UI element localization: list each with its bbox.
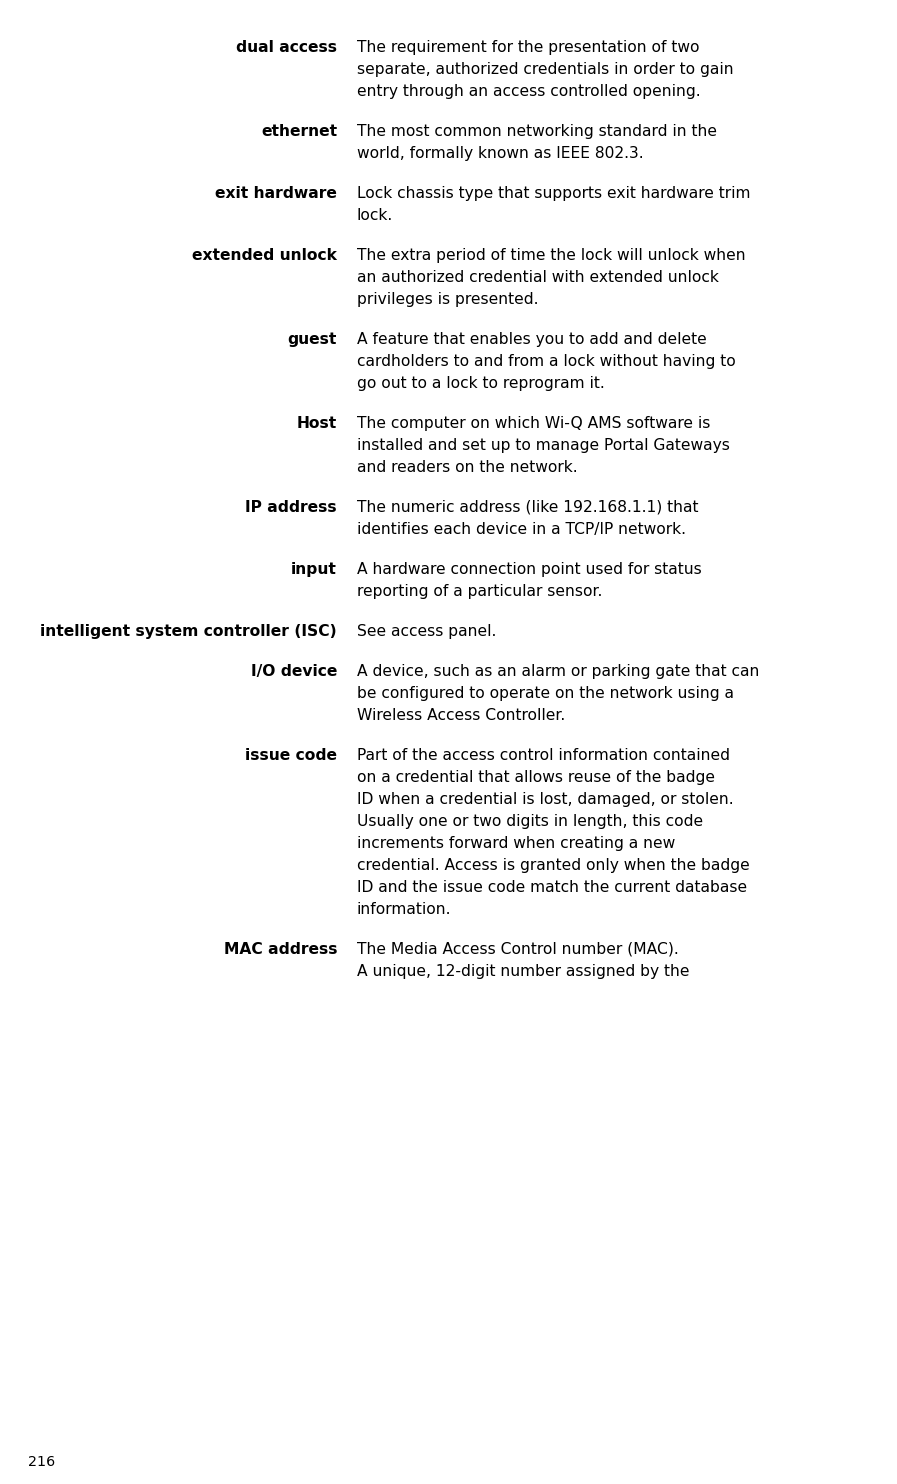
Text: exit hardware: exit hardware bbox=[215, 186, 337, 200]
Text: increments forward when creating a new: increments forward when creating a new bbox=[357, 835, 675, 850]
Text: and readers on the network.: and readers on the network. bbox=[357, 460, 578, 475]
Text: Host: Host bbox=[297, 416, 337, 430]
Text: I/O device: I/O device bbox=[250, 663, 337, 680]
Text: MAC address: MAC address bbox=[223, 942, 337, 957]
Text: lock.: lock. bbox=[357, 208, 393, 223]
Text: go out to a lock to reprogram it.: go out to a lock to reprogram it. bbox=[357, 375, 605, 390]
Text: identifies each device in a TCP/IP network.: identifies each device in a TCP/IP netwo… bbox=[357, 522, 686, 537]
Text: extended unlock: extended unlock bbox=[192, 248, 337, 263]
Text: intelligent system controller (ISC): intelligent system controller (ISC) bbox=[40, 623, 337, 640]
Text: be configured to operate on the network using a: be configured to operate on the network … bbox=[357, 686, 734, 700]
Text: A feature that enables you to add and delete: A feature that enables you to add and de… bbox=[357, 332, 707, 347]
Text: ID and the issue code match the current database: ID and the issue code match the current … bbox=[357, 880, 747, 895]
Text: credential. Access is granted only when the badge: credential. Access is granted only when … bbox=[357, 858, 750, 873]
Text: 216: 216 bbox=[28, 1454, 55, 1469]
Text: The most common networking standard in the: The most common networking standard in t… bbox=[357, 125, 717, 139]
Text: The Media Access Control number (MAC).: The Media Access Control number (MAC). bbox=[357, 942, 679, 957]
Text: ethernet: ethernet bbox=[261, 125, 337, 139]
Text: separate, authorized credentials in order to gain: separate, authorized credentials in orde… bbox=[357, 62, 734, 77]
Text: entry through an access controlled opening.: entry through an access controlled openi… bbox=[357, 85, 701, 99]
Text: information.: information. bbox=[357, 902, 451, 917]
Text: A device, such as an alarm or parking gate that can: A device, such as an alarm or parking ga… bbox=[357, 663, 760, 680]
Text: reporting of a particular sensor.: reporting of a particular sensor. bbox=[357, 585, 603, 600]
Text: The numeric address (like 192.168.1.1) that: The numeric address (like 192.168.1.1) t… bbox=[357, 500, 699, 515]
Text: The extra period of time the lock will unlock when: The extra period of time the lock will u… bbox=[357, 248, 745, 263]
Text: The computer on which Wi-Q AMS software is: The computer on which Wi-Q AMS software … bbox=[357, 416, 710, 430]
Text: Lock chassis type that supports exit hardware trim: Lock chassis type that supports exit har… bbox=[357, 186, 751, 200]
Text: privileges is presented.: privileges is presented. bbox=[357, 292, 538, 307]
Text: IP address: IP address bbox=[246, 500, 337, 515]
Text: ID when a credential is lost, damaged, or stolen.: ID when a credential is lost, damaged, o… bbox=[357, 792, 734, 807]
Text: world, formally known as IEEE 802.3.: world, formally known as IEEE 802.3. bbox=[357, 145, 644, 160]
Text: issue code: issue code bbox=[245, 748, 337, 763]
Text: The requirement for the presentation of two: The requirement for the presentation of … bbox=[357, 40, 700, 55]
Text: dual access: dual access bbox=[236, 40, 337, 55]
Text: Wireless Access Controller.: Wireless Access Controller. bbox=[357, 708, 565, 723]
Text: cardholders to and from a lock without having to: cardholders to and from a lock without h… bbox=[357, 355, 736, 370]
Text: See access panel.: See access panel. bbox=[357, 623, 496, 640]
Text: installed and set up to manage Portal Gateways: installed and set up to manage Portal Ga… bbox=[357, 438, 730, 453]
Text: A unique, 12-digit number assigned by the: A unique, 12-digit number assigned by th… bbox=[357, 965, 690, 979]
Text: Part of the access control information contained: Part of the access control information c… bbox=[357, 748, 730, 763]
Text: A hardware connection point used for status: A hardware connection point used for sta… bbox=[357, 562, 701, 577]
Text: an authorized credential with extended unlock: an authorized credential with extended u… bbox=[357, 270, 718, 285]
Text: Usually one or two digits in length, this code: Usually one or two digits in length, thi… bbox=[357, 815, 703, 830]
Text: on a credential that allows reuse of the badge: on a credential that allows reuse of the… bbox=[357, 770, 715, 785]
Text: input: input bbox=[292, 562, 337, 577]
Text: guest: guest bbox=[288, 332, 337, 347]
